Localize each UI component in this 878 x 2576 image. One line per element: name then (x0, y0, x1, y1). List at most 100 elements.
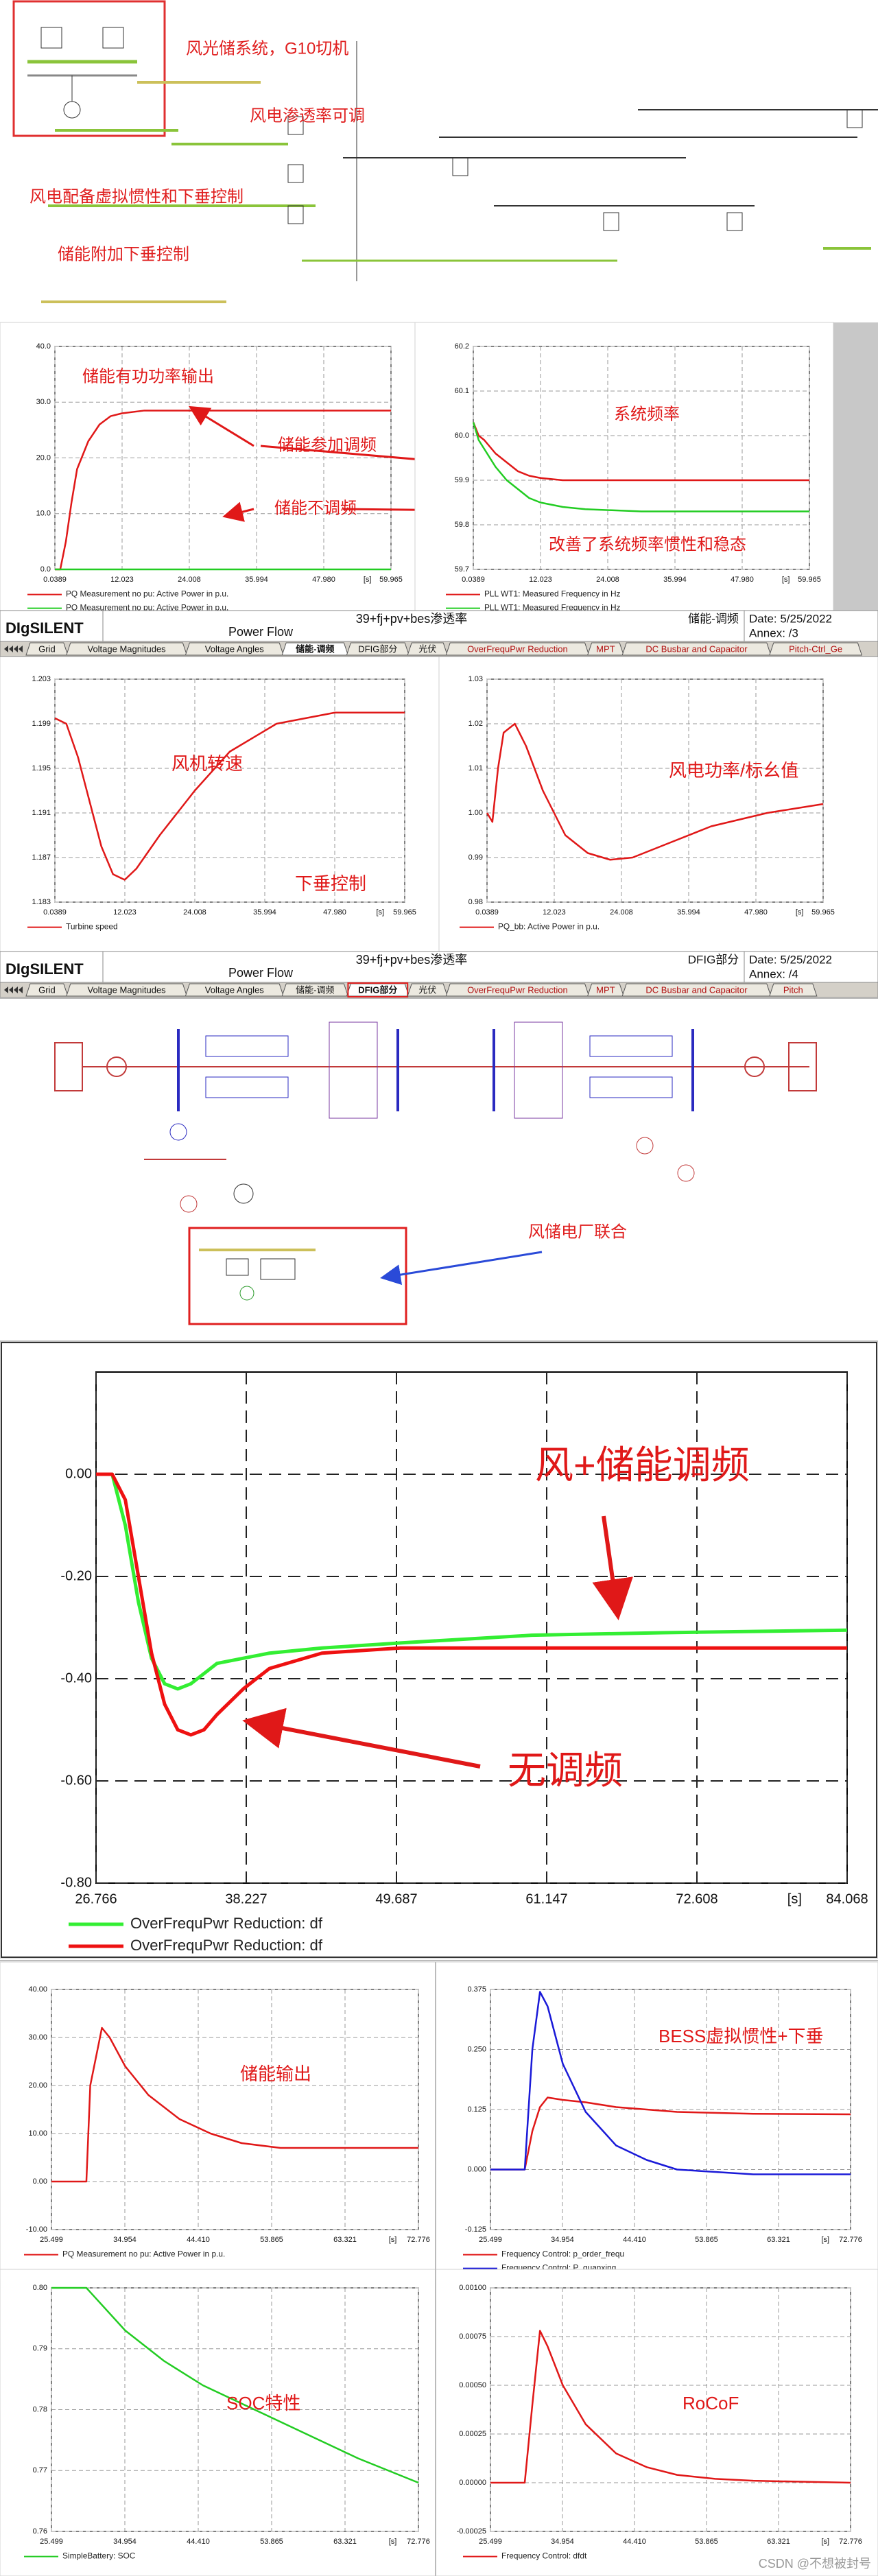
component (102, 27, 124, 49)
x-tick-label: 34.954 (113, 2236, 137, 2244)
tab[interactable] (281, 642, 349, 656)
tab-label[interactable]: Pitch (783, 984, 803, 995)
diagram-annotation: 储能附加下垂控制 (58, 245, 189, 263)
tab[interactable] (407, 983, 448, 997)
legend-label: OverFrequPwr Reduction: df (130, 1937, 323, 1954)
tab-label[interactable]: Grid (38, 984, 56, 995)
footer-annex: Annex: /3 (749, 626, 798, 639)
tab-label[interactable]: OverFrequPwr Reduction (467, 643, 568, 654)
x-axis-label: [s] (364, 576, 372, 584)
x-tick-label: 25.499 (40, 2236, 63, 2244)
y-tick-label: 0.00100 (459, 2284, 486, 2292)
tab-label[interactable]: Voltage Magnitudes (87, 643, 166, 654)
tab-label[interactable]: Grid (38, 643, 56, 654)
footer-date: Date: 5/25/2022 (749, 953, 832, 966)
x-tick-label: 34.954 (113, 2538, 137, 2546)
tab-label[interactable]: DFIG部分 (358, 643, 397, 654)
footer-project: 39+fj+pv+bes渗透率 (356, 612, 468, 626)
transformer (603, 212, 619, 231)
tab[interactable] (621, 983, 772, 997)
y-tick-label: 0.00050 (459, 2381, 486, 2389)
chart-annotation: 无调频 (508, 1749, 623, 1792)
tab[interactable] (185, 983, 284, 997)
tab[interactable] (66, 983, 188, 997)
x-axis-label: [s] (782, 576, 790, 584)
transformer (287, 164, 304, 183)
x-axis-label: [s] (376, 908, 384, 917)
tab[interactable] (769, 983, 818, 997)
x-tick-label: 59.965 (798, 576, 821, 584)
tab-label[interactable]: Voltage Magnitudes (87, 984, 166, 995)
tab-label[interactable]: OverFrequPwr Reduction (467, 984, 568, 995)
plot-area (490, 2287, 851, 2532)
tab[interactable] (407, 642, 448, 656)
x-tick-label: 12.023 (110, 576, 134, 584)
y-tick-label: 0.80 (33, 2284, 47, 2292)
tab-nav-arrow[interactable] (9, 646, 13, 652)
x-tick-label: 12.023 (543, 908, 566, 917)
y-tick-label: 1.03 (468, 675, 483, 683)
generator (180, 1195, 198, 1213)
arrow (592, 1515, 633, 1620)
plot-area (54, 678, 405, 903)
tab-label[interactable]: Pitch-Ctrl_Ge (789, 643, 842, 654)
tab-label[interactable]: Voltage Angles (205, 984, 265, 995)
tab[interactable] (25, 983, 69, 997)
tab-label[interactable]: 储能-调频 (296, 984, 334, 995)
x-tick-label: 12.023 (529, 576, 552, 584)
x-tick-label: 0.0389 (43, 908, 67, 917)
tab-nav-arrow[interactable] (9, 986, 13, 993)
component (226, 1258, 249, 1276)
chart: -0.125 0.000 0.125 0.250 0.375 25.499 34.954 44… (435, 1961, 878, 2273)
tab-nav-arrow[interactable] (4, 986, 8, 993)
x-tick-label: 59.965 (811, 908, 835, 917)
transformer (846, 109, 863, 128)
tab-label[interactable]: 光伏 (418, 643, 436, 654)
y-tick-label: -0.60 (60, 1773, 92, 1788)
x-tick-label: 25.499 (479, 2538, 502, 2546)
tab[interactable] (445, 983, 590, 997)
tab[interactable] (346, 642, 410, 656)
tab[interactable] (769, 642, 863, 656)
tab-label[interactable]: DC Busbar and Capacitor (645, 643, 748, 654)
tab[interactable] (281, 983, 349, 997)
tab[interactable] (66, 642, 188, 656)
tab-label[interactable]: MPT (596, 643, 615, 654)
arrow (222, 501, 254, 522)
tab-nav-arrow[interactable] (4, 646, 8, 652)
series-line (490, 2330, 851, 2484)
chart: -0.00025 0.00000 0.00025 0.00050 0.00075 0.00… (435, 2269, 878, 2576)
y-tick-label: 1.02 (468, 720, 483, 728)
x-tick-label: 12.023 (113, 908, 137, 917)
tab[interactable] (445, 642, 590, 656)
line-box (205, 1076, 289, 1098)
tab-nav-arrow[interactable] (14, 986, 18, 993)
tab-label[interactable]: Voltage Angles (205, 643, 265, 654)
tab-label[interactable]: 储能-调频 (295, 643, 334, 654)
tab-label[interactable]: DFIG部分 (358, 984, 397, 995)
x-tick-label: 63.321 (333, 2236, 357, 2244)
tab[interactable] (185, 642, 284, 656)
tab-nav-arrow[interactable] (14, 646, 18, 652)
tab[interactable] (586, 642, 624, 656)
footer-mode: Power Flow (228, 625, 294, 639)
tab-label[interactable]: MPT (596, 984, 615, 995)
x-tick-label: 53.865 (260, 2236, 283, 2244)
x-tick-label: 61.147 (525, 1891, 567, 1906)
x-tick-label: 35.994 (663, 576, 687, 584)
y-tick-label: 20.00 (28, 2081, 47, 2090)
tab[interactable] (586, 983, 624, 997)
tab-label[interactable]: 光伏 (418, 984, 436, 995)
tab-label[interactable]: DC Busbar and Capacitor (645, 984, 748, 995)
tab[interactable] (621, 642, 772, 656)
x-tick-label: 44.410 (623, 2236, 646, 2244)
tab[interactable] (25, 642, 69, 656)
y-tick-label: 59.8 (455, 521, 469, 529)
plot-area (51, 1989, 419, 2230)
tab-nav-arrow[interactable] (19, 986, 23, 993)
series-line (54, 711, 405, 881)
y-tick-label: 0.375 (467, 1985, 486, 1994)
tab-nav-arrow[interactable] (19, 646, 23, 652)
footer-mode: Power Flow (228, 966, 294, 980)
